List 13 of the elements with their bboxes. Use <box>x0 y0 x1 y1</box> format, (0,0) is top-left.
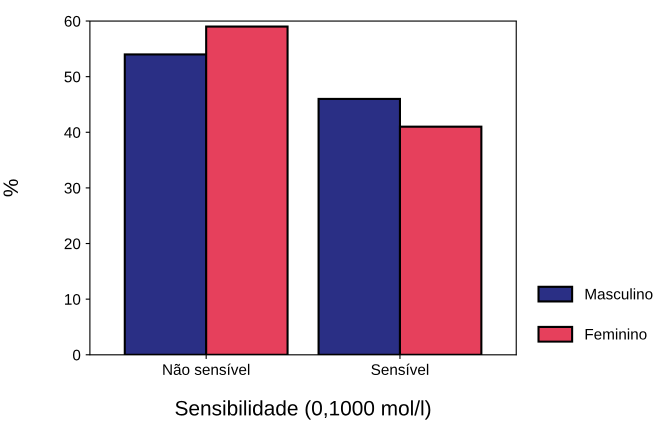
x-tick-label: Não sensível <box>163 364 250 376</box>
y-tick-label: 20 <box>64 238 80 250</box>
legend-label: Feminino <box>586 328 647 340</box>
y-tick-label: 40 <box>64 127 80 138</box>
legend-label: Masculino <box>586 288 652 300</box>
y-tick-label: 30 <box>64 182 80 194</box>
y-tick-label: 0 <box>72 350 80 360</box>
y-tick-label: 10 <box>65 294 80 305</box>
y-tick-label: 50 <box>64 72 80 82</box>
y-axis-title: % <box>3 179 18 196</box>
x-axis-title: Sensibilidade (0,1000 mol/l) <box>175 400 430 420</box>
y-tick-label: 60 <box>64 16 80 27</box>
x-tick-label: Sensível <box>371 364 428 376</box>
